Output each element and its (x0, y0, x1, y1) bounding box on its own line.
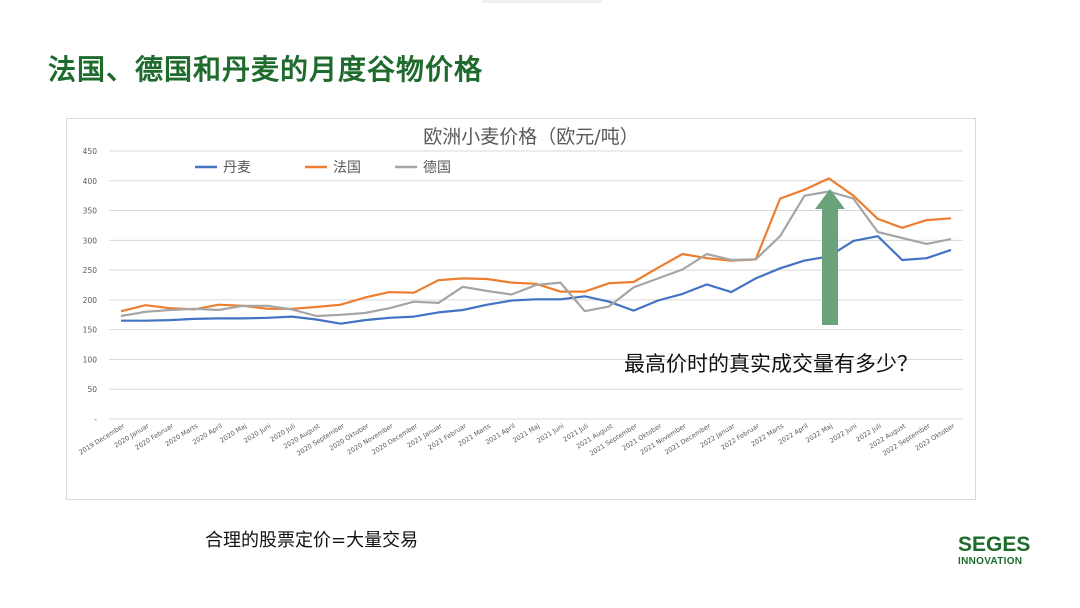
line-chart: 欧洲小麦价格（欧元/吨） - 50 100 150 200 250 300 350 400 450 2… (77, 126, 963, 458)
legend-label: 德国 (423, 160, 451, 176)
arrow-shaft (822, 207, 838, 325)
logo-tagline: INNOVATION (958, 556, 1023, 567)
series-line-法国 (120, 177, 952, 313)
arrow-head (815, 189, 845, 209)
y-tick-label: 100 (83, 355, 98, 364)
seges-logo: SEGES INNOVATION (958, 533, 1048, 568)
chart-frame: 欧洲小麦价格（欧元/吨） - 50 100 150 200 250 300 350 400 450 2… (66, 118, 976, 500)
legend-label: 丹麦 (223, 160, 251, 176)
y-tick-label: 300 (83, 236, 98, 245)
legend-label: 法国 (333, 160, 361, 176)
slide-caption: 合理的股票定价=大量交易 (205, 530, 419, 551)
series-line-德国 (120, 190, 952, 318)
y-tick-label: 400 (83, 177, 98, 186)
annotation-question: 最高价时的真实成交量有多少？ (624, 352, 918, 376)
y-tick-label: 250 (83, 266, 98, 275)
y-tick-label: 350 (83, 207, 98, 216)
x-tick-label: 2021 Juni (535, 422, 565, 445)
chart-title: 欧洲小麦价格（欧元/吨） (423, 126, 638, 148)
series-line-丹麦 (121, 235, 952, 325)
y-tick-label: - (94, 415, 97, 424)
page-title: 法国、德国和丹麦的月度谷物价格 (48, 53, 484, 86)
x-tick-label: 2020 Juni (242, 422, 272, 445)
y-tick-label: 50 (87, 385, 97, 394)
y-tick-label: 200 (83, 296, 98, 305)
y-tick-label: 450 (83, 147, 98, 156)
y-tick-label: 150 (83, 326, 98, 335)
top-accent-bar (482, 0, 602, 3)
x-tick-label: 2022 Juni (828, 422, 858, 445)
logo-wordmark: SEGES (958, 533, 1031, 556)
